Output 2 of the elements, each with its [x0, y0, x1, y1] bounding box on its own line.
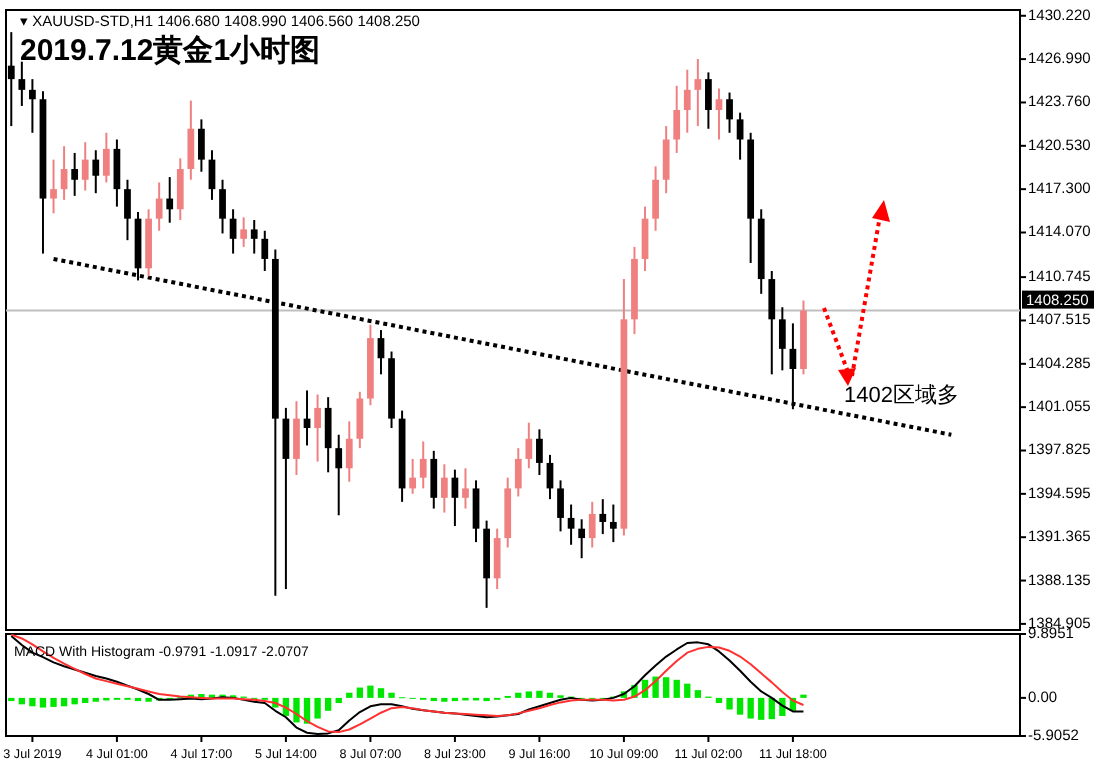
- text: 2019.7.12黄金1小时图: [20, 34, 321, 68]
- annotation: 1402区域多: [844, 382, 959, 408]
